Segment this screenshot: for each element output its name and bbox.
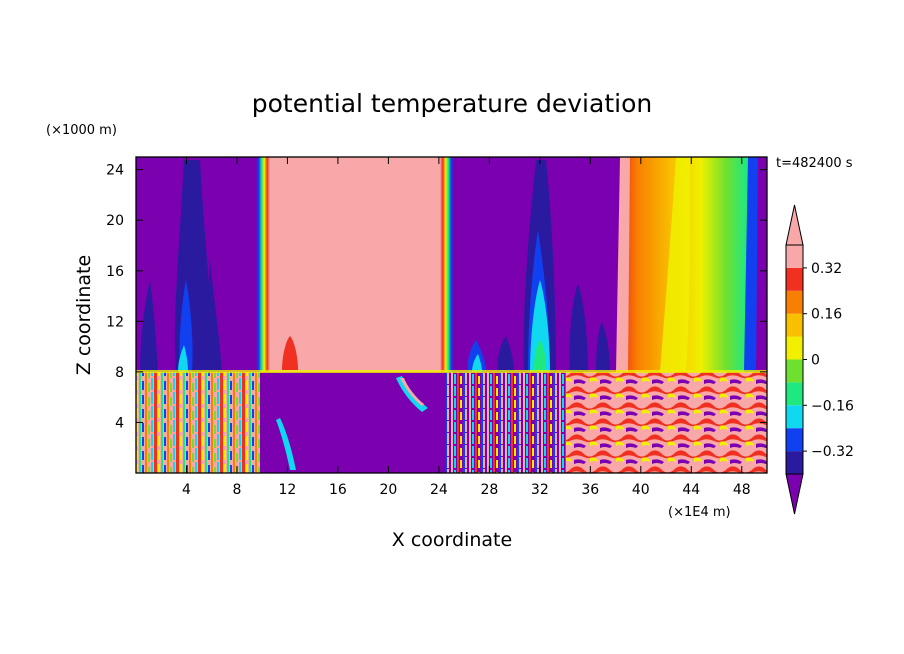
x-tick-label: 48 (733, 482, 751, 498)
x-tick-label: 44 (682, 482, 700, 498)
y-tick-label: 16 (106, 264, 124, 280)
field-lower-streak-x12 (276, 418, 296, 470)
colorbar-segment (786, 267, 803, 291)
colorbar-segment (786, 451, 803, 474)
field-plume-x37 (596, 322, 610, 372)
field-lower-mid-right (446, 372, 566, 473)
field-plume-x32-tip (530, 280, 550, 372)
y-tick-label: 8 (115, 365, 124, 381)
chart-title: potential temperature deviation (252, 89, 652, 118)
field-lower-streak-x22-core (400, 378, 424, 406)
colorbar: 0.32 0.16 0 −0.16 −0.32 (785, 204, 854, 515)
field-edge-right (440, 157, 454, 373)
colorbar-label: 0.32 (811, 261, 842, 277)
colorbar-segment (786, 336, 803, 360)
field-red-blob (282, 336, 298, 370)
x-tick-label: 28 (480, 482, 498, 498)
x-tick-label: 24 (430, 482, 448, 498)
field-interface-line (136, 370, 767, 373)
y-axis-label: Z coordinate (73, 255, 95, 375)
heatmap-field (136, 157, 767, 473)
field-warm-yellow-band (660, 157, 690, 372)
field-warm-edge-right-far (756, 157, 767, 372)
y-tick-label: 24 (106, 163, 124, 179)
y-tick-label: 20 (106, 213, 124, 229)
colorbar-label: 0 (811, 353, 820, 369)
field-lower-left (136, 372, 260, 473)
x-tick-label: 16 (329, 482, 347, 498)
colorbar-segment (786, 405, 803, 429)
field-warm-edge-left (616, 157, 630, 372)
field-lower-right (566, 372, 767, 473)
x-tick-label: 20 (379, 482, 397, 498)
colorbar-label: −0.32 (811, 444, 854, 460)
x-tick-label: 8 (232, 482, 241, 498)
plot-frame (135, 156, 768, 474)
x-tick-label: 4 (182, 482, 191, 498)
field-plume-x32-green (534, 340, 546, 372)
field-warm-region (620, 157, 767, 372)
y-tick-label: 4 (115, 415, 124, 431)
colorbar-label: −0.16 (811, 398, 854, 414)
colorbar-extend-low (785, 473, 804, 515)
colorbar-segment (786, 290, 803, 314)
colorbar-segment (786, 359, 803, 383)
field-plume-x30 (497, 336, 514, 372)
x-tick-label: 32 (531, 482, 549, 498)
x-unit-label: (×1E4 m) (668, 505, 731, 520)
colorbar-segment (786, 245, 803, 268)
field-block-pink (270, 157, 440, 373)
x-tick-label: 40 (632, 482, 650, 498)
time-label: t=482400 s (776, 156, 853, 171)
colorbar-segment (786, 428, 803, 452)
colorbar-extend-high (785, 204, 804, 246)
colorbar-segment (786, 382, 803, 406)
x-tick-label: 36 (581, 482, 599, 498)
field-plume-x36 (569, 284, 588, 372)
field-plume-x2 (140, 280, 158, 372)
y-tick-label: 12 (106, 314, 124, 330)
x-axis-label: X coordinate (392, 529, 512, 551)
colorbar-segment (786, 313, 803, 337)
field-plume-x28-tip (472, 354, 482, 372)
field-edge-left (256, 157, 270, 373)
field-plume-x8 (205, 260, 222, 372)
colorbar-label: 0.16 (811, 307, 842, 323)
field-plume-x4-tip (178, 345, 188, 372)
x-tick-label: 12 (279, 482, 297, 498)
y-unit-label: (×1000 m) (46, 123, 117, 138)
